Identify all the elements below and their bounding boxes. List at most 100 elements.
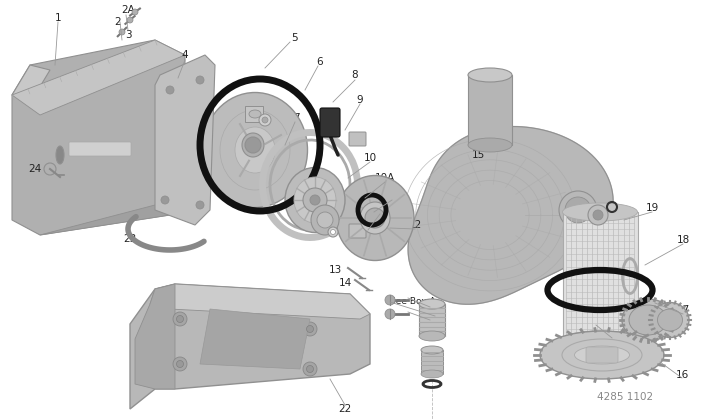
Text: 1: 1 <box>55 13 61 23</box>
Text: 10: 10 <box>364 153 376 163</box>
Text: 3: 3 <box>125 30 131 40</box>
Circle shape <box>166 86 174 94</box>
Circle shape <box>317 212 333 228</box>
Bar <box>419 304 445 336</box>
Circle shape <box>310 195 320 205</box>
Ellipse shape <box>565 197 591 223</box>
Text: 16: 16 <box>675 370 689 380</box>
Ellipse shape <box>360 202 390 234</box>
Circle shape <box>385 295 395 305</box>
Ellipse shape <box>651 303 689 337</box>
Ellipse shape <box>468 138 512 152</box>
Text: 8: 8 <box>352 70 358 80</box>
Circle shape <box>259 114 271 126</box>
Ellipse shape <box>336 176 414 261</box>
Circle shape <box>44 163 56 175</box>
Circle shape <box>196 201 204 209</box>
Ellipse shape <box>202 93 307 207</box>
Circle shape <box>331 230 336 235</box>
Ellipse shape <box>540 331 664 379</box>
Ellipse shape <box>311 205 339 235</box>
Circle shape <box>303 362 317 376</box>
Text: 20: 20 <box>423 299 437 309</box>
Circle shape <box>307 365 314 372</box>
Circle shape <box>588 205 608 225</box>
Text: 14: 14 <box>338 278 352 288</box>
Text: 17: 17 <box>676 305 689 315</box>
Circle shape <box>161 196 169 204</box>
Ellipse shape <box>242 133 264 157</box>
Circle shape <box>328 227 338 237</box>
FancyBboxPatch shape <box>586 347 618 363</box>
Ellipse shape <box>421 370 443 378</box>
Circle shape <box>303 188 327 212</box>
Ellipse shape <box>562 331 637 349</box>
Text: 23: 23 <box>124 234 137 244</box>
Bar <box>245 106 263 122</box>
Polygon shape <box>12 40 185 115</box>
FancyBboxPatch shape <box>320 108 340 137</box>
Polygon shape <box>155 55 215 225</box>
Circle shape <box>176 316 183 323</box>
Ellipse shape <box>562 203 637 221</box>
Text: 21: 21 <box>423 311 437 321</box>
Bar <box>421 350 443 374</box>
Circle shape <box>303 322 317 336</box>
Text: 10B: 10B <box>382 191 402 201</box>
Text: 6: 6 <box>317 57 324 67</box>
Polygon shape <box>12 65 50 100</box>
Text: 7: 7 <box>293 113 299 123</box>
Ellipse shape <box>574 346 630 364</box>
Ellipse shape <box>419 299 445 309</box>
Circle shape <box>385 309 395 319</box>
Polygon shape <box>408 127 613 304</box>
Bar <box>563 212 638 340</box>
Ellipse shape <box>629 305 667 335</box>
Ellipse shape <box>285 168 345 233</box>
Circle shape <box>132 9 138 15</box>
Ellipse shape <box>559 191 597 229</box>
Circle shape <box>119 29 125 35</box>
Circle shape <box>176 360 183 367</box>
Polygon shape <box>40 190 185 235</box>
Polygon shape <box>150 284 370 319</box>
Text: 15: 15 <box>471 150 484 160</box>
Text: 18: 18 <box>676 235 689 245</box>
Circle shape <box>307 326 314 333</box>
Circle shape <box>593 210 603 220</box>
Ellipse shape <box>468 68 512 82</box>
Circle shape <box>245 137 261 153</box>
Ellipse shape <box>658 309 682 331</box>
Circle shape <box>173 312 187 326</box>
Text: 13: 13 <box>329 265 342 275</box>
Ellipse shape <box>249 110 261 118</box>
Ellipse shape <box>421 346 443 354</box>
Text: 24: 24 <box>28 164 41 174</box>
FancyBboxPatch shape <box>69 142 131 156</box>
Circle shape <box>262 117 268 123</box>
Text: 4285 1102: 4285 1102 <box>597 392 653 402</box>
Polygon shape <box>12 40 185 235</box>
Text: 19: 19 <box>645 203 658 213</box>
Ellipse shape <box>294 177 336 223</box>
Circle shape <box>365 208 385 228</box>
Text: 22: 22 <box>338 404 352 414</box>
FancyBboxPatch shape <box>349 224 366 238</box>
Polygon shape <box>135 284 175 389</box>
Polygon shape <box>200 309 310 369</box>
Circle shape <box>127 17 133 23</box>
Ellipse shape <box>622 299 674 341</box>
Text: 5: 5 <box>292 33 298 43</box>
Text: 11: 11 <box>373 205 387 215</box>
Text: 4: 4 <box>182 50 188 60</box>
Text: See Box A: See Box A <box>610 331 656 341</box>
Text: 9: 9 <box>357 95 364 105</box>
FancyBboxPatch shape <box>349 132 366 146</box>
Polygon shape <box>130 284 370 409</box>
Ellipse shape <box>419 331 445 341</box>
Ellipse shape <box>235 127 275 173</box>
Text: 2A: 2A <box>121 5 135 15</box>
Text: 12: 12 <box>409 220 422 230</box>
Text: 10A: 10A <box>375 173 395 183</box>
Text: See Box A: See Box A <box>390 297 436 307</box>
